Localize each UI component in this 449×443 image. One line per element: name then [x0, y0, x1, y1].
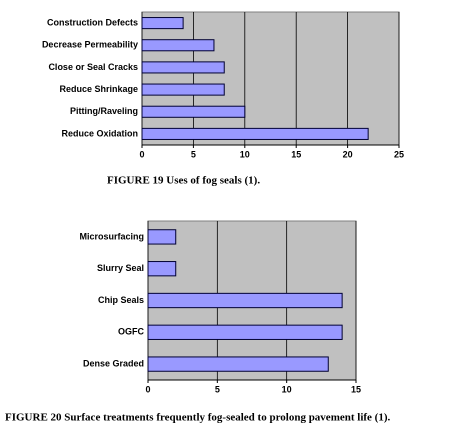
bar	[141, 83, 225, 96]
x-tick-label: 10	[240, 149, 250, 159]
bar	[147, 356, 329, 372]
bar	[141, 17, 184, 30]
caption: FIGURE 20 Surface treatments frequently …	[5, 412, 391, 424]
bar	[147, 292, 343, 309]
caption: FIGURE 19 Uses of fog seals (1).	[107, 175, 260, 187]
y-tick-label: Pitting/Raveling	[70, 106, 138, 116]
y-tick-label: Slurry Seal	[97, 263, 144, 273]
x-tick-label: 25	[394, 149, 404, 159]
bar	[147, 324, 343, 340]
x-tick-label: 5	[215, 384, 220, 394]
x-tick-label: 20	[343, 149, 353, 159]
bar	[141, 127, 369, 140]
bar	[141, 61, 225, 74]
y-tick-label: OGFC	[118, 327, 144, 337]
y-tick-label: Decrease Permeability	[42, 40, 138, 50]
bar	[141, 105, 246, 118]
x-tick-label: 15	[351, 384, 361, 394]
y-tick-label: Reduce Oxidation	[61, 128, 138, 138]
plot-area	[141, 11, 400, 146]
y-tick-label: Microsurfacing	[79, 231, 144, 241]
bar	[141, 39, 215, 52]
x-tick-label: 5	[191, 149, 196, 159]
y-tick-label: Chip Seals	[98, 295, 144, 305]
bar	[147, 229, 177, 245]
bar	[147, 261, 177, 277]
y-tick-label: Dense Graded	[83, 358, 144, 368]
x-tick-label: 10	[282, 384, 292, 394]
x-tick-label: 0	[139, 149, 144, 159]
y-tick-label: Reduce Shrinkage	[59, 84, 138, 94]
x-tick-label: 15	[291, 149, 301, 159]
y-tick-label: Close or Seal Cracks	[48, 62, 138, 72]
x-tick-label: 0	[145, 384, 150, 394]
y-tick-label: Construction Defects	[47, 17, 138, 27]
